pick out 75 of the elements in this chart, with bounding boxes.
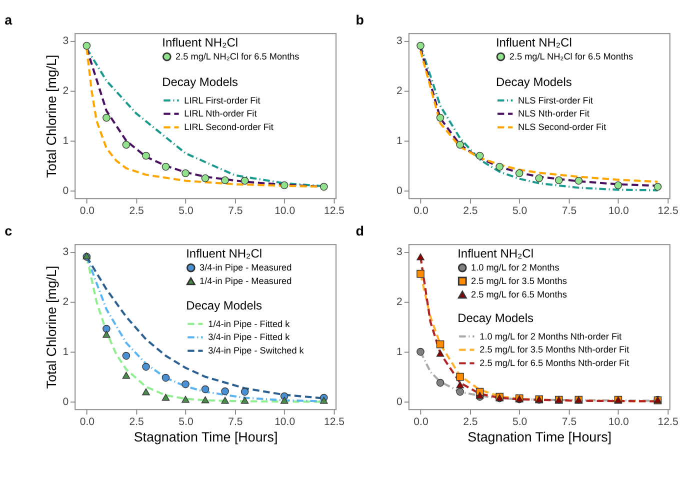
x-tick-label: 10.0 (274, 205, 296, 218)
legend-label: 3/4-in Pipe - Measured (200, 262, 292, 273)
y-axis-title: Total Chlorine [mg/L] (44, 54, 60, 178)
x-tick-label: 2.5 (463, 416, 478, 428)
legend-label: 1.0 mg/L for 2 Months Nth-order Fit (480, 331, 622, 342)
x-tick-label: 2.5 (129, 205, 144, 218)
legend-label: 3/4-in Pipe - Switched k (208, 346, 304, 356)
text: Influent NH₂Cl (186, 246, 262, 261)
legend-label: 3/4-in Pipe - Fitted k (208, 332, 290, 342)
y-tick-label: 3 (396, 246, 403, 258)
x-tick-label: 7.5 (228, 205, 243, 218)
y-tick-label: 0 (396, 396, 403, 408)
x-tick-label: 2.5 (129, 416, 144, 428)
legend-label: LIRL Second-order Fit (184, 122, 274, 132)
y-tick-label: 2 (396, 85, 403, 98)
x-tick-label: 5.0 (178, 205, 194, 218)
text: Influent NH₂Cl (458, 246, 534, 261)
x-tick-label: 7.5 (562, 205, 577, 218)
y-tick-label: 1 (62, 135, 69, 148)
x-tick-label: 2.5 (463, 205, 478, 218)
text: Decay Models (458, 311, 534, 326)
y-tick-label: 3 (62, 35, 69, 48)
chart-title: a (4, 12, 13, 28)
y-tick-label: 3 (62, 246, 69, 258)
x-tick-label: 5.0 (512, 205, 528, 218)
legend-label: 2.5 mg/L for 3.5 Months Nth-order Fit (480, 344, 630, 355)
x-tick-label: 7.5 (228, 416, 243, 428)
x-tick-label: 12.5 (324, 205, 345, 218)
legend-label: NLS First-order Fit (518, 95, 594, 106)
text: Influent NH₂Cl (496, 36, 572, 50)
x-tick-label: 10.0 (608, 416, 630, 428)
y-tick-label: 1 (396, 346, 403, 358)
x-tick-label: 5.0 (512, 416, 528, 428)
y-tick-label: 3 (396, 35, 403, 48)
x-tick-label: 12.5 (658, 205, 678, 218)
y-tick-label: 1 (396, 135, 403, 148)
legend-label: 1/4-in Pipe - Measured (200, 276, 292, 286)
legend-label: 1/4-in Pipe - Fitted k (208, 318, 290, 329)
x-tick-label: 12.5 (658, 416, 678, 428)
x-tick-label: 0.0 (80, 416, 95, 428)
legend-label: LIRL First-order Fit (184, 95, 261, 106)
x-tick-label: 0.0 (414, 416, 428, 428)
text: Influent NH₂Cl (162, 36, 238, 50)
legend-label: NLS Second-order Fit (518, 122, 607, 132)
y-tick-label: 2 (62, 296, 69, 308)
y-tick-label: 1 (62, 346, 69, 358)
legend-label: 2.5 mg/L for 3.5 Months (471, 276, 568, 286)
legend-label: NLS Nth-order Fit (518, 108, 590, 119)
x-axis-title: Stagnation Time [Hours] (134, 429, 278, 444)
y-tick-label: 2 (396, 296, 403, 308)
text: Decay Models (496, 75, 572, 90)
legend-label: 1.0 mg/L for 2 Months (471, 262, 560, 273)
x-tick-label: 12.5 (324, 416, 345, 428)
x-tick-label: 5.0 (178, 416, 194, 428)
y-axis-title: Total Chlorine [mg/L] (44, 266, 60, 389)
legend-label: 2.5 mg/L for 6.5 Months (471, 290, 568, 300)
chart-title: c (4, 224, 13, 239)
x-tick-label: 10.0 (274, 416, 296, 428)
text: Decay Models (162, 75, 238, 90)
x-tick-label: 7.5 (562, 416, 577, 428)
y-tick-label: 0 (62, 396, 69, 408)
legend-label: 2.5 mg/L NH₂Cl for 6.5 Months (176, 52, 300, 62)
x-axis-title: Stagnation Time [Hours] (468, 429, 612, 444)
legend-label: 2.5 mg/L for 6.5 Months Nth-order Fit (480, 358, 630, 368)
legend-label: 2.5 mg/L NH₂Cl for 6.5 Months (509, 52, 634, 62)
y-tick-label: 0 (396, 185, 403, 198)
text: Decay Models (186, 298, 262, 313)
x-tick-label: 0.0 (80, 205, 95, 218)
y-tick-label: 2 (62, 85, 69, 98)
chart-title: b (356, 12, 364, 28)
chart-title: d (356, 224, 364, 239)
x-tick-label: 0.0 (414, 205, 428, 218)
x-tick-label: 10.0 (608, 205, 630, 218)
legend-label: LIRL Nth-order Fit (184, 108, 258, 119)
y-tick-label: 0 (62, 185, 69, 198)
